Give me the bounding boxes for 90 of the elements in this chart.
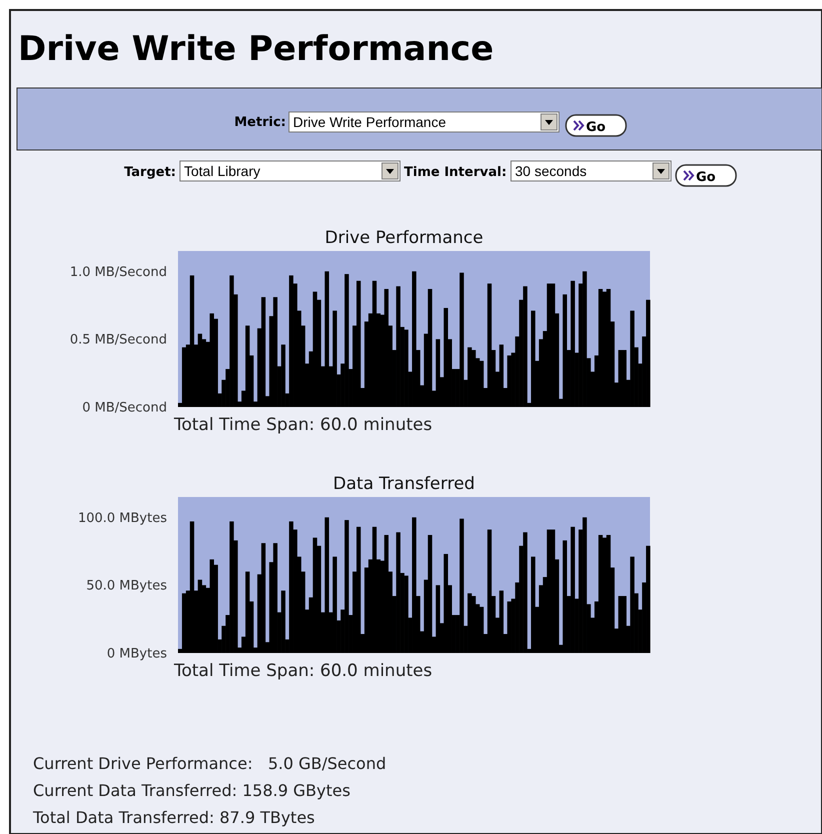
bar xyxy=(281,590,286,653)
bar xyxy=(289,521,294,653)
bar xyxy=(190,275,194,407)
chart-title: Drive Performance xyxy=(324,228,484,248)
bar xyxy=(531,556,536,653)
text: Time Interval: xyxy=(404,165,507,180)
bar xyxy=(356,526,361,653)
bar xyxy=(404,330,408,407)
bar xyxy=(598,288,603,407)
x-axis-title: Total Time Span: 60.0 minutes xyxy=(173,415,432,435)
bar xyxy=(332,556,337,653)
bar xyxy=(273,297,278,407)
bar xyxy=(396,532,400,653)
bar xyxy=(344,274,349,407)
bar xyxy=(468,593,472,653)
bar xyxy=(444,308,448,407)
bar xyxy=(507,355,512,407)
bar xyxy=(630,310,634,407)
bar xyxy=(332,310,337,407)
bar xyxy=(562,294,568,407)
bar xyxy=(182,347,186,407)
text: Total Data Transferred: 87.9 TBytes xyxy=(32,808,315,827)
y-tick-label: 0 MB/Second xyxy=(82,400,167,416)
bar xyxy=(230,275,234,407)
bar xyxy=(499,344,504,407)
bar xyxy=(245,572,250,653)
text: 30 seconds xyxy=(515,163,587,179)
x-axis-title: Total Time Span: 60.0 minutes xyxy=(173,661,432,681)
bar xyxy=(412,271,416,407)
bar xyxy=(182,593,186,653)
bar xyxy=(261,297,266,407)
bar xyxy=(479,606,484,653)
text: Drive Write Performance xyxy=(293,114,446,130)
bar xyxy=(444,554,448,653)
bar xyxy=(281,344,286,407)
bar xyxy=(324,517,330,653)
bar xyxy=(460,272,464,407)
bar xyxy=(344,520,349,653)
bar xyxy=(630,556,634,653)
text: Current Drive Performance: 5.0 GB/Second xyxy=(33,754,386,773)
bar xyxy=(646,300,650,407)
bar xyxy=(598,534,603,653)
bar xyxy=(523,286,528,407)
bar xyxy=(570,526,575,653)
bar xyxy=(487,284,492,407)
text: Go xyxy=(696,170,716,185)
bar xyxy=(261,543,266,653)
bar xyxy=(273,543,278,653)
text: Go xyxy=(586,120,606,135)
bar xyxy=(436,585,440,653)
y-tick-label: 1.0 MB/Second xyxy=(70,264,167,280)
text: Drive Write Performance xyxy=(18,29,494,69)
bar xyxy=(312,292,318,407)
bar xyxy=(428,288,432,407)
bar xyxy=(404,576,408,653)
bar xyxy=(479,360,484,407)
y-tick-label: 100.0 MBytes xyxy=(78,510,168,526)
bar xyxy=(356,280,361,407)
bar xyxy=(190,521,194,653)
chart-title: Data Transferred xyxy=(333,474,475,494)
bar xyxy=(531,310,536,407)
bar xyxy=(428,534,432,653)
bar xyxy=(436,339,440,407)
bar xyxy=(499,590,504,653)
text: Target: xyxy=(124,165,176,180)
text: Current Data Transferred: 158.9 GBytes xyxy=(33,781,350,800)
bar xyxy=(646,546,650,653)
bar xyxy=(396,286,400,407)
y-tick-label: 50.0 MBytes xyxy=(86,578,168,594)
bar xyxy=(230,521,234,653)
y-tick-label: 0.5 MB/Second xyxy=(70,332,167,348)
bar xyxy=(507,601,512,653)
bar xyxy=(562,540,568,653)
text: Total Library xyxy=(184,163,260,179)
bar xyxy=(622,350,626,407)
bar xyxy=(460,518,464,653)
bar xyxy=(523,532,528,653)
text: Metric: xyxy=(234,115,286,130)
bar xyxy=(412,517,416,653)
bar xyxy=(289,275,294,407)
bar xyxy=(582,271,587,407)
bar xyxy=(468,347,472,407)
bar xyxy=(622,596,626,653)
bar xyxy=(582,517,587,653)
bar xyxy=(570,280,575,407)
bar xyxy=(312,538,318,653)
y-tick-label: 0 MBytes xyxy=(106,646,168,662)
bar xyxy=(245,326,250,407)
bar xyxy=(324,271,330,407)
bar xyxy=(487,530,492,653)
